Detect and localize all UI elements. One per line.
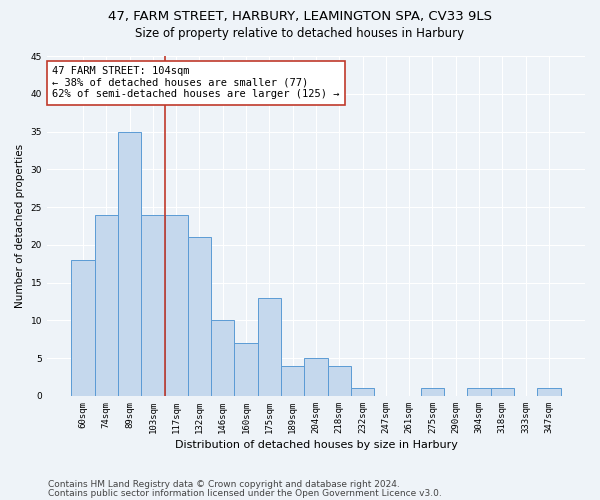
Bar — [141, 214, 164, 396]
Text: Size of property relative to detached houses in Harbury: Size of property relative to detached ho… — [136, 28, 464, 40]
Text: 47, FARM STREET, HARBURY, LEAMINGTON SPA, CV33 9LS: 47, FARM STREET, HARBURY, LEAMINGTON SPA… — [108, 10, 492, 23]
Bar — [467, 388, 491, 396]
Bar — [118, 132, 141, 396]
Bar — [421, 388, 444, 396]
Bar — [235, 343, 258, 396]
Text: Contains public sector information licensed under the Open Government Licence v3: Contains public sector information licen… — [48, 489, 442, 498]
Bar — [164, 214, 188, 396]
X-axis label: Distribution of detached houses by size in Harbury: Distribution of detached houses by size … — [175, 440, 457, 450]
Bar — [188, 238, 211, 396]
Bar — [537, 388, 560, 396]
Bar — [258, 298, 281, 396]
Bar — [71, 260, 95, 396]
Bar — [491, 388, 514, 396]
Bar — [304, 358, 328, 396]
Bar — [351, 388, 374, 396]
Bar — [281, 366, 304, 396]
Text: Contains HM Land Registry data © Crown copyright and database right 2024.: Contains HM Land Registry data © Crown c… — [48, 480, 400, 489]
Bar — [95, 214, 118, 396]
Bar — [328, 366, 351, 396]
Bar — [211, 320, 235, 396]
Y-axis label: Number of detached properties: Number of detached properties — [15, 144, 25, 308]
Text: 47 FARM STREET: 104sqm
← 38% of detached houses are smaller (77)
62% of semi-det: 47 FARM STREET: 104sqm ← 38% of detached… — [52, 66, 340, 100]
